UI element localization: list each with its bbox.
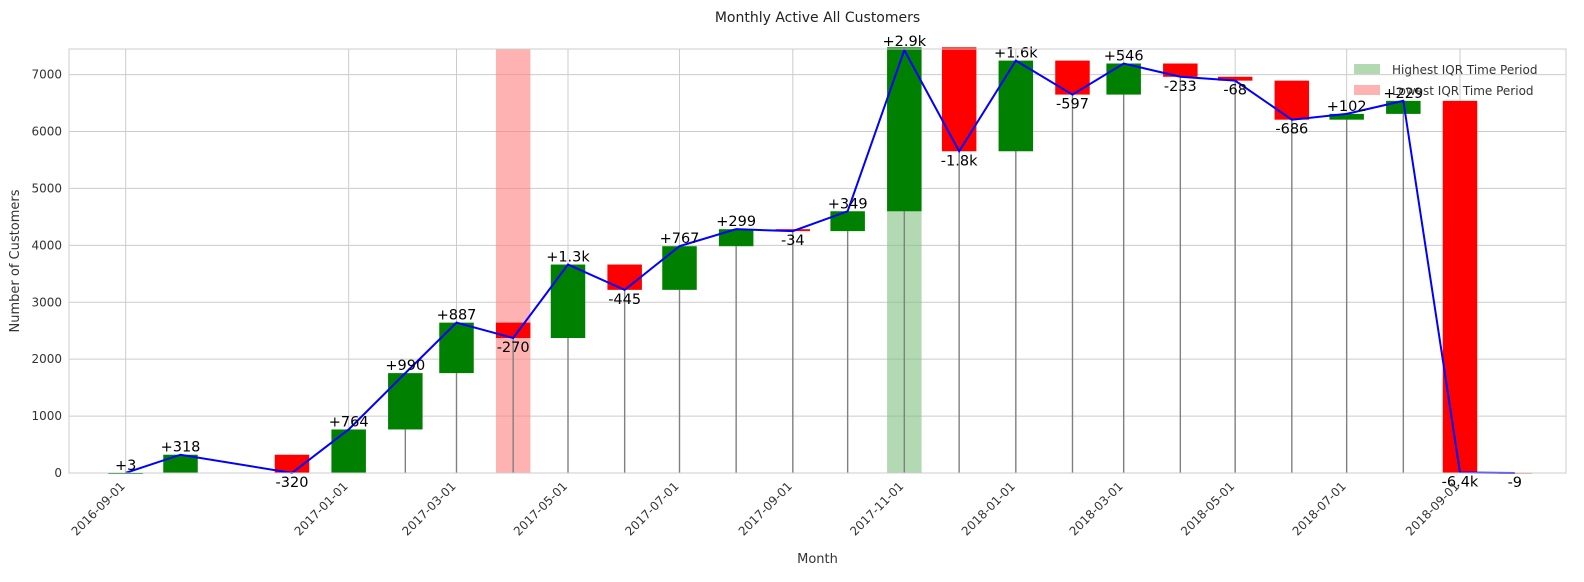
data-label: -1.8k [941, 153, 978, 169]
bar [1163, 63, 1198, 77]
data-label: -9 [1508, 475, 1522, 491]
data-label: +2.9k [883, 34, 927, 50]
legend-label-highest: Highest IQR Time Period [1392, 63, 1537, 77]
y-tick-label: 7000 [31, 68, 62, 82]
y-tick-label: 2000 [31, 352, 62, 366]
x-tick-label: 2018-05-01 [1178, 479, 1237, 538]
x-tick-label: 2016-09-01 [69, 479, 128, 538]
data-label: -6.4k [1442, 474, 1479, 490]
bar [439, 322, 474, 374]
x-tick-label: 2017-05-01 [511, 479, 570, 538]
x-axis-label: Month [797, 552, 838, 567]
bar [274, 454, 310, 473]
x-tick-label: 2017-09-01 [736, 479, 795, 538]
bar [331, 429, 366, 473]
data-label: -270 [497, 340, 530, 356]
legend-label-lowest: Lowest IQR Time Period [1392, 84, 1534, 98]
y-axis-label: Number of Customers [8, 189, 23, 332]
bar [718, 229, 754, 247]
data-label: +1.6k [994, 46, 1038, 62]
bar [1106, 63, 1141, 95]
y-tick-label: 6000 [31, 125, 62, 139]
data-label: +102 [1327, 99, 1367, 115]
bars [108, 47, 1533, 475]
data-label: +887 [437, 308, 477, 324]
bar [662, 246, 697, 290]
stems [179, 76, 1461, 473]
data-label: +767 [660, 231, 700, 247]
bar [1055, 60, 1090, 95]
legend-swatch-highest [1354, 64, 1380, 74]
chart-title: Monthly Active All Customers [715, 10, 920, 26]
data-label: -445 [608, 292, 641, 308]
bar [163, 454, 198, 473]
trend-line [125, 47, 1515, 474]
data-label: -597 [1056, 97, 1089, 113]
data-label: +299 [716, 214, 756, 230]
x-tick-label: 2018-03-01 [1067, 479, 1126, 538]
y-tick-label: 5000 [31, 181, 62, 195]
x-tick-label: 2018-07-01 [1290, 479, 1349, 538]
bar [1217, 76, 1253, 81]
trend-line-path [125, 47, 1515, 474]
x-tick-label: 2018-01-01 [959, 479, 1018, 538]
data-label: -320 [276, 475, 309, 491]
y-tick-label: 1000 [31, 409, 62, 423]
data-label: +318 [161, 440, 201, 456]
data-label: +349 [828, 196, 868, 212]
x-tick-label: 2017-03-01 [399, 479, 458, 538]
bar [998, 60, 1034, 152]
legend-swatch-lowest [1354, 85, 1380, 95]
data-label: +229 [1383, 86, 1423, 102]
y-tick-label: 3000 [31, 295, 62, 309]
bar [550, 264, 586, 339]
data-label: +1.3k [546, 250, 590, 266]
bar [941, 47, 977, 152]
data-label: +990 [385, 358, 425, 374]
data-label: -34 [781, 233, 805, 249]
bar [1329, 113, 1364, 120]
bar [1274, 80, 1310, 120]
data-label: +546 [1104, 49, 1144, 65]
bar [1442, 100, 1478, 473]
data-label: -233 [1164, 79, 1197, 95]
y-tick-label: 0 [54, 466, 62, 480]
data-labels: +3 +318 -320 +764 +990 +887 -270 +1.3k -445 +767 +… [115, 34, 1522, 491]
data-label: +764 [329, 414, 369, 430]
x-tick-label: 2018-09-01 [1403, 479, 1462, 538]
bar [830, 211, 865, 232]
data-label: +3 [115, 458, 136, 474]
data-label: -686 [1275, 122, 1308, 138]
legend: Highest IQR Time Period Lowest IQR Time … [1354, 63, 1537, 98]
y-axis: 0 1000 2000 3000 4000 5000 6000 7000 [31, 68, 62, 480]
bar [388, 373, 423, 430]
bar [887, 47, 922, 212]
x-tick-label: 2017-07-01 [622, 479, 681, 538]
bar [607, 264, 642, 290]
data-label: -68 [1223, 83, 1247, 99]
y-tick-label: 4000 [31, 238, 62, 252]
plot-frame [68, 48, 1567, 474]
x-tick-label: 2017-11-01 [847, 479, 906, 538]
